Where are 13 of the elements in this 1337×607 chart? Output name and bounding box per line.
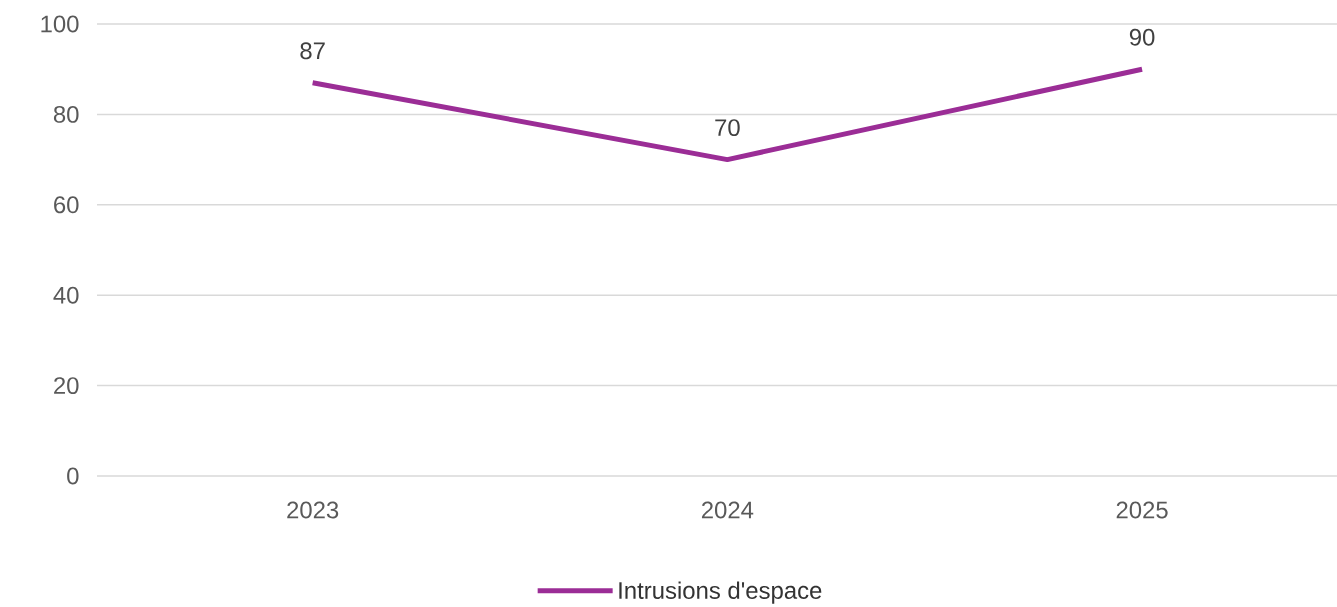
data-label: 87 <box>300 42 325 60</box>
y-tick-label: 100 <box>41 15 79 33</box>
y-tick-label: 60 <box>54 196 79 214</box>
data-label: 90 <box>1129 28 1155 46</box>
y-tick-label: 0 <box>67 467 79 485</box>
legend-label: Intrusions d'espace <box>619 581 822 604</box>
data-label: 70 <box>715 119 740 137</box>
x-tick-label: 2024 <box>701 501 754 519</box>
x-tick-label: 2025 <box>1116 501 1168 519</box>
y-tick-label: 20 <box>54 377 79 395</box>
y-tick-label: 40 <box>53 286 79 304</box>
x-tick-label: 2023 <box>287 501 339 519</box>
y-tick-label: 80 <box>53 105 79 123</box>
